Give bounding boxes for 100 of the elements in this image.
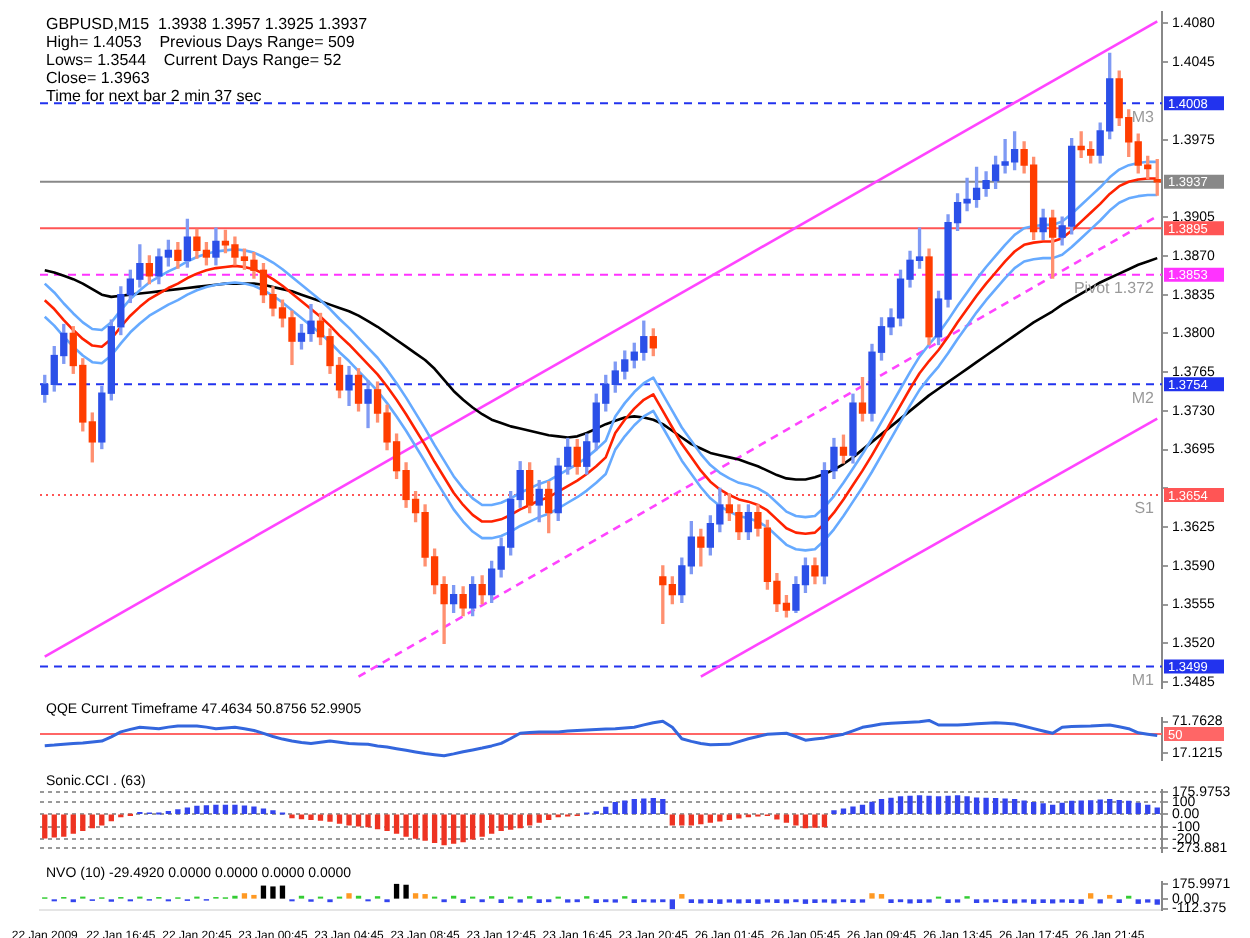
bar [488, 814, 495, 834]
bar [622, 800, 628, 814]
bar [260, 808, 267, 814]
bar [631, 799, 637, 814]
bar [450, 814, 457, 844]
bar [232, 804, 238, 814]
bar [1107, 799, 1113, 814]
bar [346, 814, 352, 826]
bar [393, 883, 400, 899]
bar [213, 804, 219, 814]
bar [783, 814, 790, 823]
bar [660, 799, 666, 814]
bar [1145, 804, 1151, 814]
bar [897, 796, 904, 814]
bar [821, 814, 828, 828]
bar [650, 797, 656, 814]
bar [688, 814, 694, 826]
bar [222, 804, 229, 814]
bar [1135, 802, 1141, 814]
bar [1049, 804, 1056, 814]
bar [203, 805, 210, 814]
bar [964, 796, 970, 814]
annotation: Close= 1.3963 [46, 68, 151, 87]
bar [393, 814, 400, 834]
bar [508, 814, 514, 830]
bar [812, 814, 818, 828]
bar [1040, 803, 1046, 814]
bar [441, 814, 447, 846]
bar [403, 884, 409, 899]
bar [603, 806, 609, 814]
bar [945, 795, 951, 814]
bar [422, 814, 428, 841]
bar [469, 814, 476, 840]
bar [279, 885, 286, 899]
bar [498, 814, 504, 832]
bar [869, 801, 875, 814]
bar [973, 797, 980, 814]
bar [850, 806, 856, 814]
bar [80, 814, 86, 832]
chart-title: GBPUSD,M15 1.3938 1.3957 1.3925 1.3937 [46, 14, 369, 33]
bar [641, 798, 647, 814]
bar [431, 814, 438, 843]
bar [365, 814, 371, 828]
bar [1069, 800, 1075, 814]
annotation: Time for next bar 2 min 37 sec [46, 86, 262, 105]
bar [70, 814, 76, 834]
bar [194, 805, 200, 814]
bar [869, 893, 875, 899]
bar [707, 814, 714, 823]
bar [42, 814, 48, 839]
annotation: M3 [1131, 107, 1156, 126]
annotation: Lows= 1.3544 Current Days Range= 52 [46, 50, 343, 69]
bar [412, 814, 419, 839]
bar [1088, 893, 1094, 899]
bar [184, 807, 191, 814]
bar [479, 814, 485, 837]
bar [270, 886, 276, 899]
bar [1021, 800, 1027, 814]
bar [612, 801, 618, 814]
bar [1154, 899, 1160, 905]
annotation: High= 1.4053 Previous Days Range= 509 [46, 32, 356, 51]
bar [403, 814, 409, 837]
bar [793, 814, 799, 826]
bar [907, 795, 913, 814]
bar [935, 796, 942, 814]
bar [926, 795, 932, 814]
bar [384, 814, 390, 832]
bar [859, 804, 866, 814]
bar [374, 814, 381, 830]
bar [241, 893, 248, 899]
bar [888, 797, 894, 814]
bar [1116, 799, 1122, 814]
bar [669, 899, 675, 910]
bar [916, 795, 923, 814]
bar [527, 814, 533, 826]
bar [51, 814, 57, 838]
bar [412, 893, 419, 899]
bar [260, 885, 267, 899]
bar [1011, 799, 1018, 814]
bar [1154, 807, 1160, 814]
bar [346, 893, 352, 899]
bar [1030, 801, 1037, 814]
bar [1002, 798, 1008, 814]
annotation: S1 [1134, 499, 1156, 518]
bar [1078, 800, 1084, 814]
bar [336, 814, 343, 824]
bar [878, 799, 885, 814]
bar [99, 814, 105, 826]
bar [954, 795, 961, 814]
bar [774, 814, 780, 820]
bar [717, 814, 723, 822]
bar [251, 806, 257, 814]
bar [317, 814, 324, 821]
bar [992, 797, 999, 814]
bar [327, 814, 333, 822]
bar [840, 808, 847, 814]
bar [983, 797, 989, 814]
bar [679, 814, 685, 826]
annotation: M1 [1131, 670, 1156, 689]
bar [669, 814, 675, 826]
